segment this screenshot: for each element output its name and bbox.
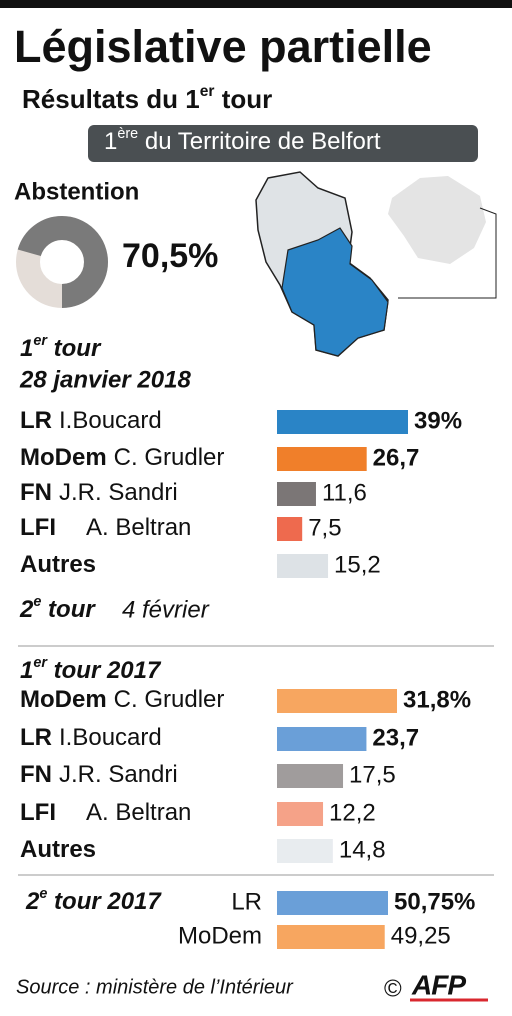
value-label: 26,7	[373, 444, 420, 471]
note-part: tour	[41, 596, 96, 623]
chart-title-part: tour	[47, 335, 102, 362]
candidate: A. Beltran	[86, 514, 191, 541]
candidate-label: LFI A. Beltran	[20, 514, 191, 541]
bar	[277, 727, 367, 751]
bar	[277, 410, 408, 434]
candidate-label: MoDem C. Grudler	[20, 444, 224, 471]
candidate-label: Autres	[20, 551, 96, 578]
candidate: J.R. Sandri	[59, 761, 178, 788]
candidate-label: Autres	[20, 836, 96, 863]
party: LFI	[20, 514, 56, 541]
bar	[277, 802, 324, 826]
region-label-part: 1	[104, 128, 117, 155]
value-label: 12,2	[329, 799, 376, 826]
bar	[277, 554, 329, 578]
party: LR	[20, 407, 52, 434]
top-bar	[0, 0, 512, 8]
map	[255, 171, 497, 357]
candidate-label: LR I.Boucard	[20, 407, 162, 434]
subtitle-sup: er	[200, 83, 215, 100]
bar	[277, 517, 303, 541]
subtitle-part: tour	[214, 84, 272, 114]
value-label: 11,6	[322, 479, 367, 506]
bar	[277, 689, 397, 713]
party: LR	[20, 724, 52, 751]
note-part: 2	[19, 596, 34, 623]
candidate: A. Beltran	[86, 799, 191, 826]
candidate: I.Boucard	[59, 407, 162, 434]
value-label: 15,2	[334, 551, 381, 578]
bar	[277, 482, 316, 506]
chart-title: 1er tour	[20, 333, 102, 363]
bar	[277, 764, 344, 788]
candidate-label: LFI A. Beltran	[20, 799, 191, 826]
party: Autres	[20, 836, 96, 863]
value-label: 23,7	[372, 724, 419, 751]
bar	[277, 925, 385, 949]
candidate-label: MoDem C. Grudler	[20, 686, 224, 713]
donut-title: Abstention	[14, 178, 139, 205]
value-label: 17,5	[349, 761, 396, 788]
title: Législative partielle	[14, 21, 432, 72]
bar	[277, 891, 388, 915]
value-label: 31,8%	[403, 686, 471, 713]
party: FN	[20, 761, 52, 788]
chart-title-part: 1	[20, 657, 33, 684]
candidate-label: LR	[231, 888, 262, 915]
value-label: 49,25	[391, 922, 451, 949]
region-badge	[88, 125, 478, 162]
credit: ©	[384, 975, 402, 1002]
chart-title-part: 2	[25, 888, 40, 915]
chart-title-sup: er	[33, 655, 48, 671]
note-sup: e	[33, 594, 41, 610]
candidate: J.R. Sandri	[59, 479, 178, 506]
region-label-sup: ère	[117, 126, 138, 142]
donut-slice	[16, 216, 108, 308]
party: MoDem	[20, 686, 107, 713]
subtitle-part: Résultats du 1	[22, 84, 200, 114]
bar	[277, 447, 367, 471]
chart-title-sup: er	[33, 333, 48, 349]
candidate-label: FN J.R. Sandri	[20, 479, 178, 506]
candidate: C. Grudler	[114, 444, 225, 471]
candidate-label: LR I.Boucard	[20, 724, 162, 751]
note-date: 4 février	[122, 596, 210, 623]
candidate-label: MoDem	[178, 922, 262, 949]
candidate: C. Grudler	[114, 686, 225, 713]
chart-subtitle: 28 janvier 2018	[19, 366, 191, 393]
chart-title: 2e tour 2017	[25, 886, 162, 916]
value-label: 7,5	[308, 514, 341, 541]
value-label: 14,8	[339, 836, 386, 863]
party: FN	[20, 479, 52, 506]
chart-title-sup: e	[39, 886, 47, 902]
bar	[277, 839, 333, 863]
chart-title-part: tour 2017	[47, 888, 162, 915]
party: Autres	[20, 551, 96, 578]
value-label: 50,75%	[394, 888, 475, 915]
chart-title-part: tour 2017	[47, 657, 162, 684]
source: Source : ministère de l’Intérieur	[16, 976, 294, 998]
note: 2e tour	[19, 594, 96, 624]
chart-title: 1er tour 2017	[20, 655, 162, 685]
agency-logo: AFP	[411, 969, 466, 1000]
party: MoDem	[20, 444, 107, 471]
candidate: I.Boucard	[59, 724, 162, 751]
subtitle: Résultats du 1er tour	[22, 83, 272, 114]
region-label: 1ère du Territoire de Belfort	[104, 126, 381, 156]
party: LFI	[20, 799, 56, 826]
region-label-part: du Territoire de Belfort	[138, 128, 381, 155]
donut-value: 70,5%	[122, 237, 218, 275]
chart-title-part: 1	[20, 335, 33, 362]
candidate-label: FN J.R. Sandri	[20, 761, 178, 788]
value-label: 39%	[414, 407, 462, 434]
